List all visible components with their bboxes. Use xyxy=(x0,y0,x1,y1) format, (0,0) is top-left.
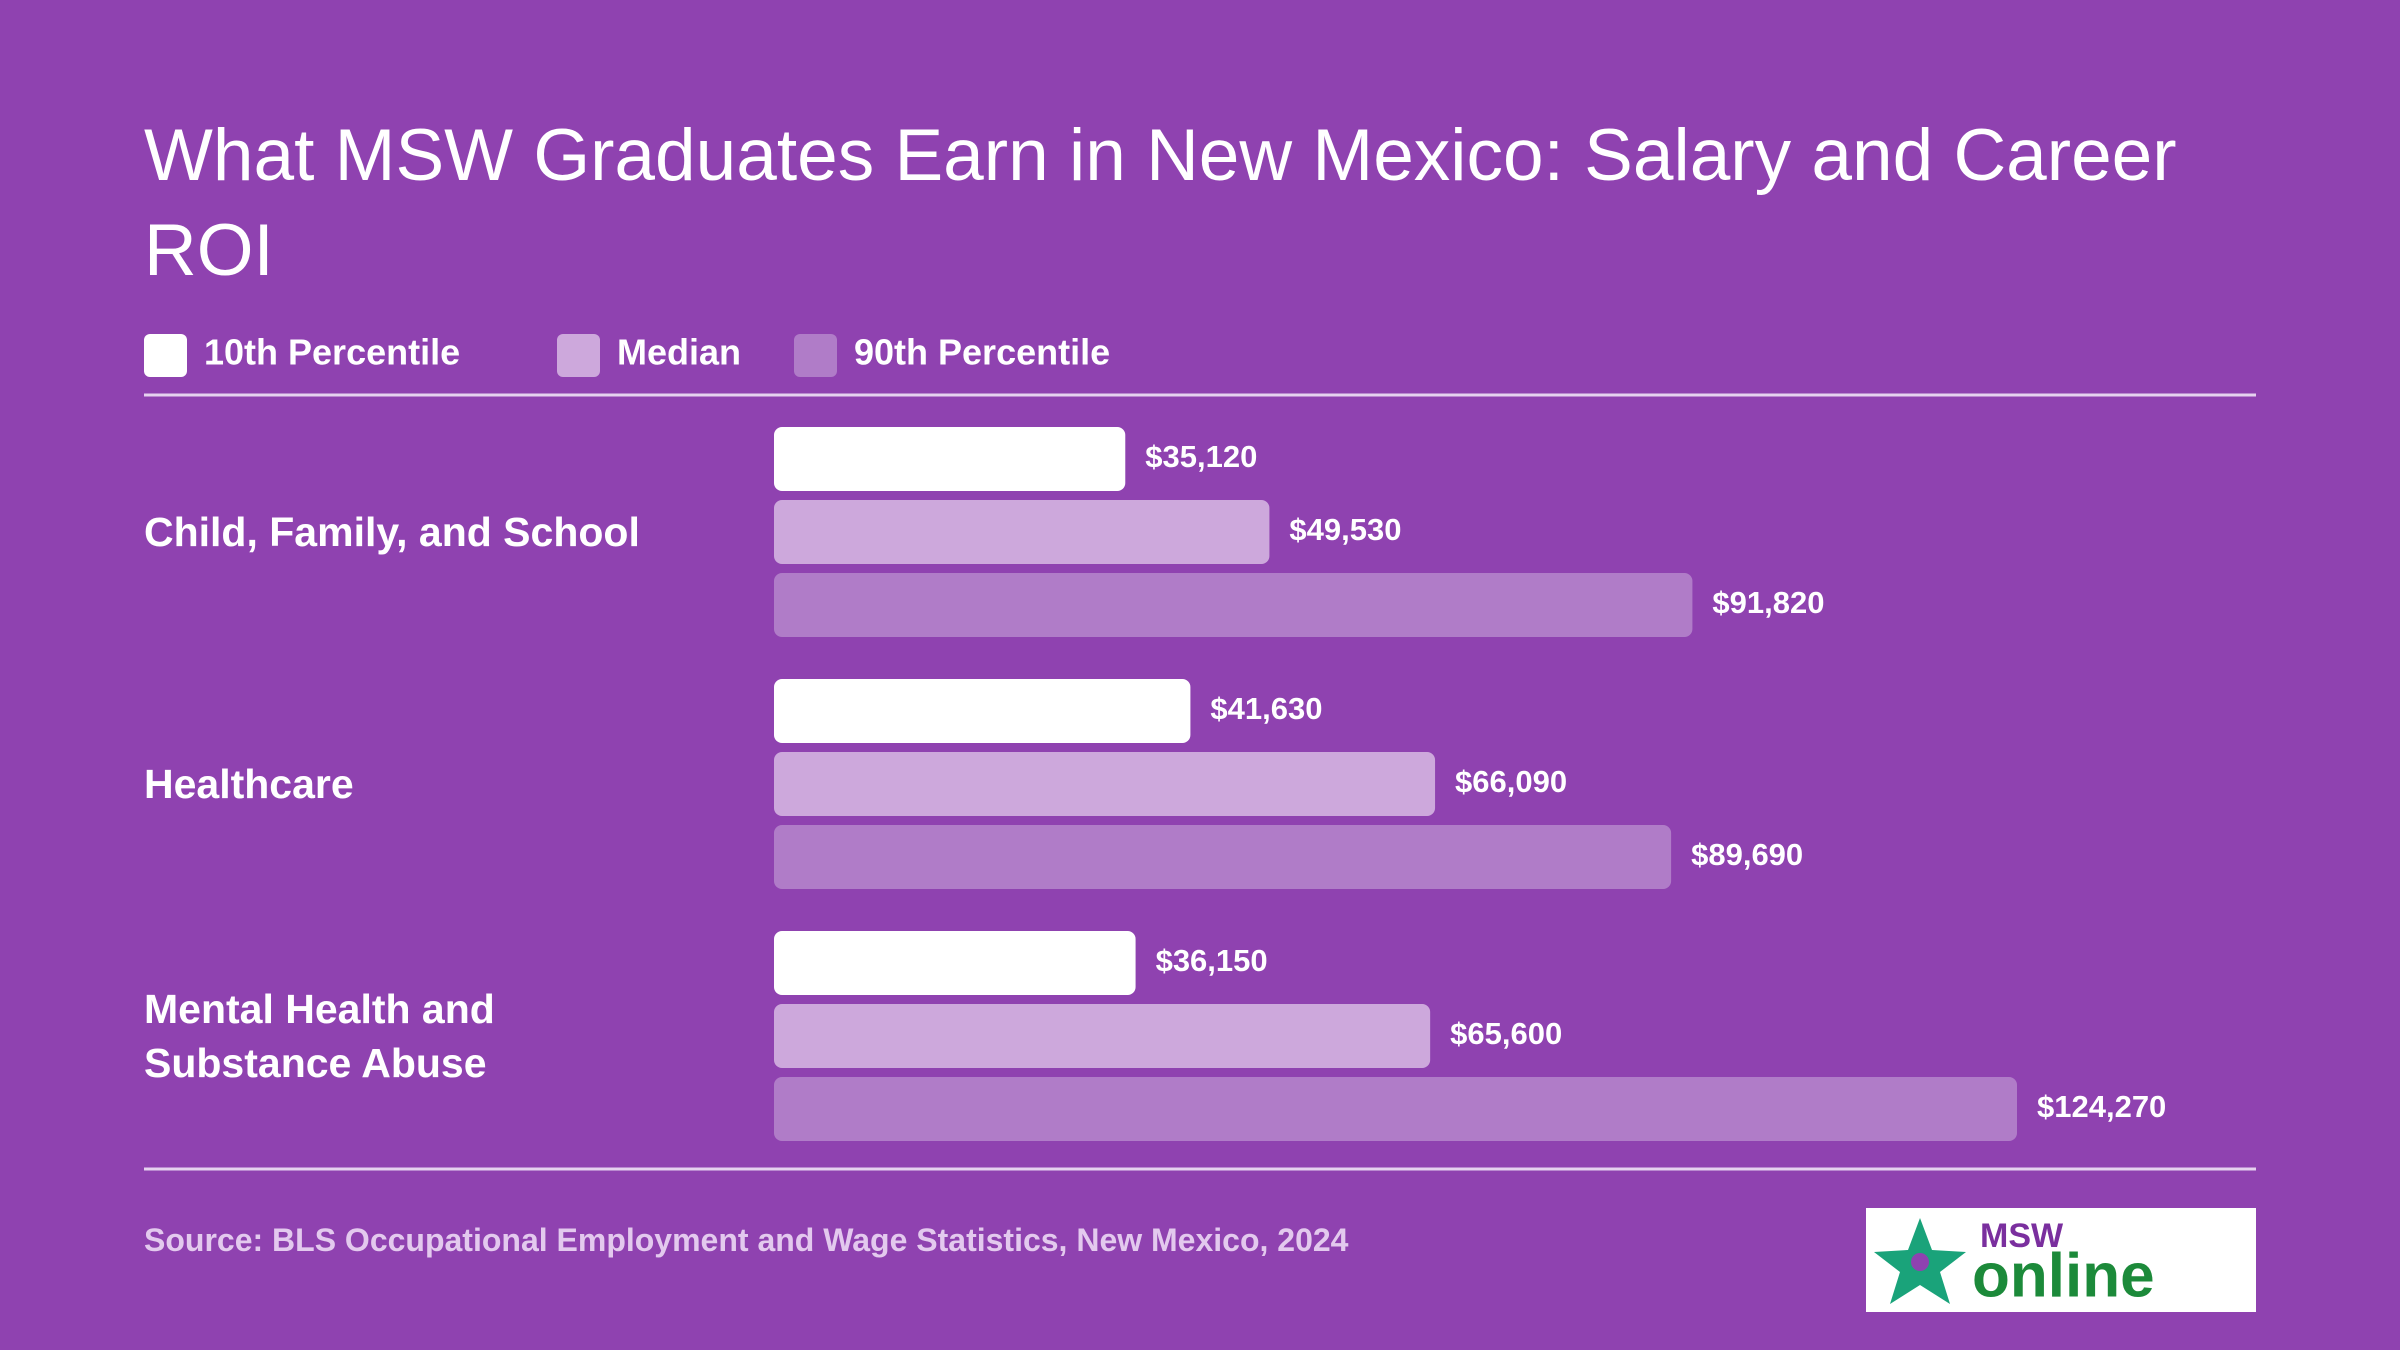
value-label: $91,820 xyxy=(1712,585,1824,620)
legend-label: Median xyxy=(617,332,741,373)
value-label: $49,530 xyxy=(1289,512,1401,547)
legend-swatch xyxy=(794,334,837,377)
category-label: Healthcare xyxy=(144,761,354,807)
bar xyxy=(774,573,1693,637)
value-label: $65,600 xyxy=(1450,1016,1562,1051)
value-label: $36,150 xyxy=(1156,943,1268,978)
chart-title: What MSW Graduates Earn in New Mexico: S… xyxy=(144,115,2177,291)
legend-swatch xyxy=(557,334,600,377)
value-label: $35,120 xyxy=(1145,439,1257,474)
legend-label: 90th Percentile xyxy=(854,332,1110,373)
bar xyxy=(774,752,1436,816)
category-label: Mental Health and Substance Abuse xyxy=(144,986,495,1086)
bar xyxy=(774,679,1191,743)
bar xyxy=(774,1004,1431,1068)
logo-figure xyxy=(1911,1253,1929,1271)
logo-text: MSW xyxy=(1980,1217,2064,1255)
bar xyxy=(774,1077,2017,1141)
bar xyxy=(774,931,1136,995)
source-note: Source: BLS Occupational Employment and … xyxy=(144,1222,1349,1258)
logo: MSW online xyxy=(1866,1208,2256,1312)
logo-text: online xyxy=(1972,1241,2155,1310)
bar xyxy=(774,500,1270,564)
bar xyxy=(774,825,1672,889)
value-label: $41,630 xyxy=(1210,691,1322,726)
legend-swatch xyxy=(144,334,187,377)
category-label: Child, Family, and School xyxy=(144,509,640,555)
value-label: $66,090 xyxy=(1455,764,1567,799)
legend-label: 10th Percentile xyxy=(204,332,460,373)
value-label: $124,270 xyxy=(2037,1089,2166,1124)
value-label: $89,690 xyxy=(1691,837,1803,872)
bar xyxy=(774,427,1126,491)
